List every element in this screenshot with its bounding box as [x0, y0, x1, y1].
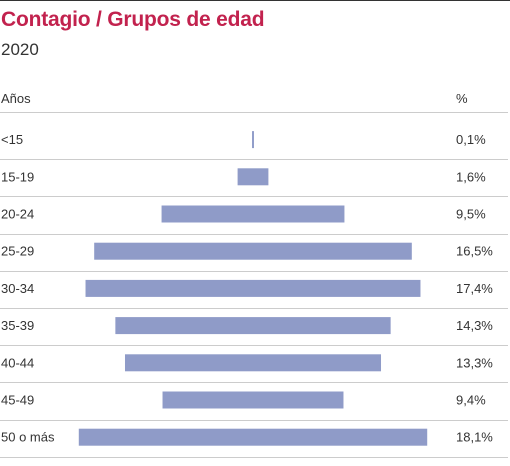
- bar: [115, 317, 391, 335]
- value-label: 14,3%: [456, 318, 493, 333]
- value-label: 13,3%: [456, 355, 493, 370]
- value-label: 17,4%: [456, 281, 493, 296]
- column-header-percent: %: [456, 91, 468, 106]
- bar: [162, 391, 344, 409]
- bar: [78, 428, 428, 446]
- value-label: 16,5%: [456, 244, 493, 259]
- bar: [94, 242, 412, 260]
- value-label: 1,6%: [456, 169, 486, 184]
- value-label: 18,1%: [456, 430, 493, 445]
- column-header-row: Años %: [0, 86, 510, 112]
- chart-title: Contagio / Grupos de edad: [1, 8, 265, 31]
- category-label: 25-29: [1, 244, 34, 259]
- category-label: 50 o más: [1, 430, 55, 445]
- category-label: 30-34: [1, 281, 34, 296]
- column-header-age: Años: [1, 91, 31, 106]
- category-label: 40-44: [1, 355, 34, 370]
- category-label: <15: [1, 132, 23, 147]
- chart-subtitle: 2020: [1, 40, 39, 59]
- category-label: 20-24: [1, 207, 34, 222]
- category-label: 15-19: [1, 169, 34, 184]
- category-label: 45-49: [1, 393, 34, 408]
- value-label: 9,4%: [456, 393, 486, 408]
- bar: [124, 354, 382, 372]
- bar: [252, 131, 254, 149]
- category-label: 35-39: [1, 318, 34, 333]
- bar: [237, 168, 269, 186]
- top-rule: [0, 0, 510, 1]
- bar: [85, 279, 421, 297]
- value-label: 9,5%: [456, 207, 486, 222]
- bar: [161, 205, 345, 223]
- value-label: 0,1%: [456, 132, 486, 147]
